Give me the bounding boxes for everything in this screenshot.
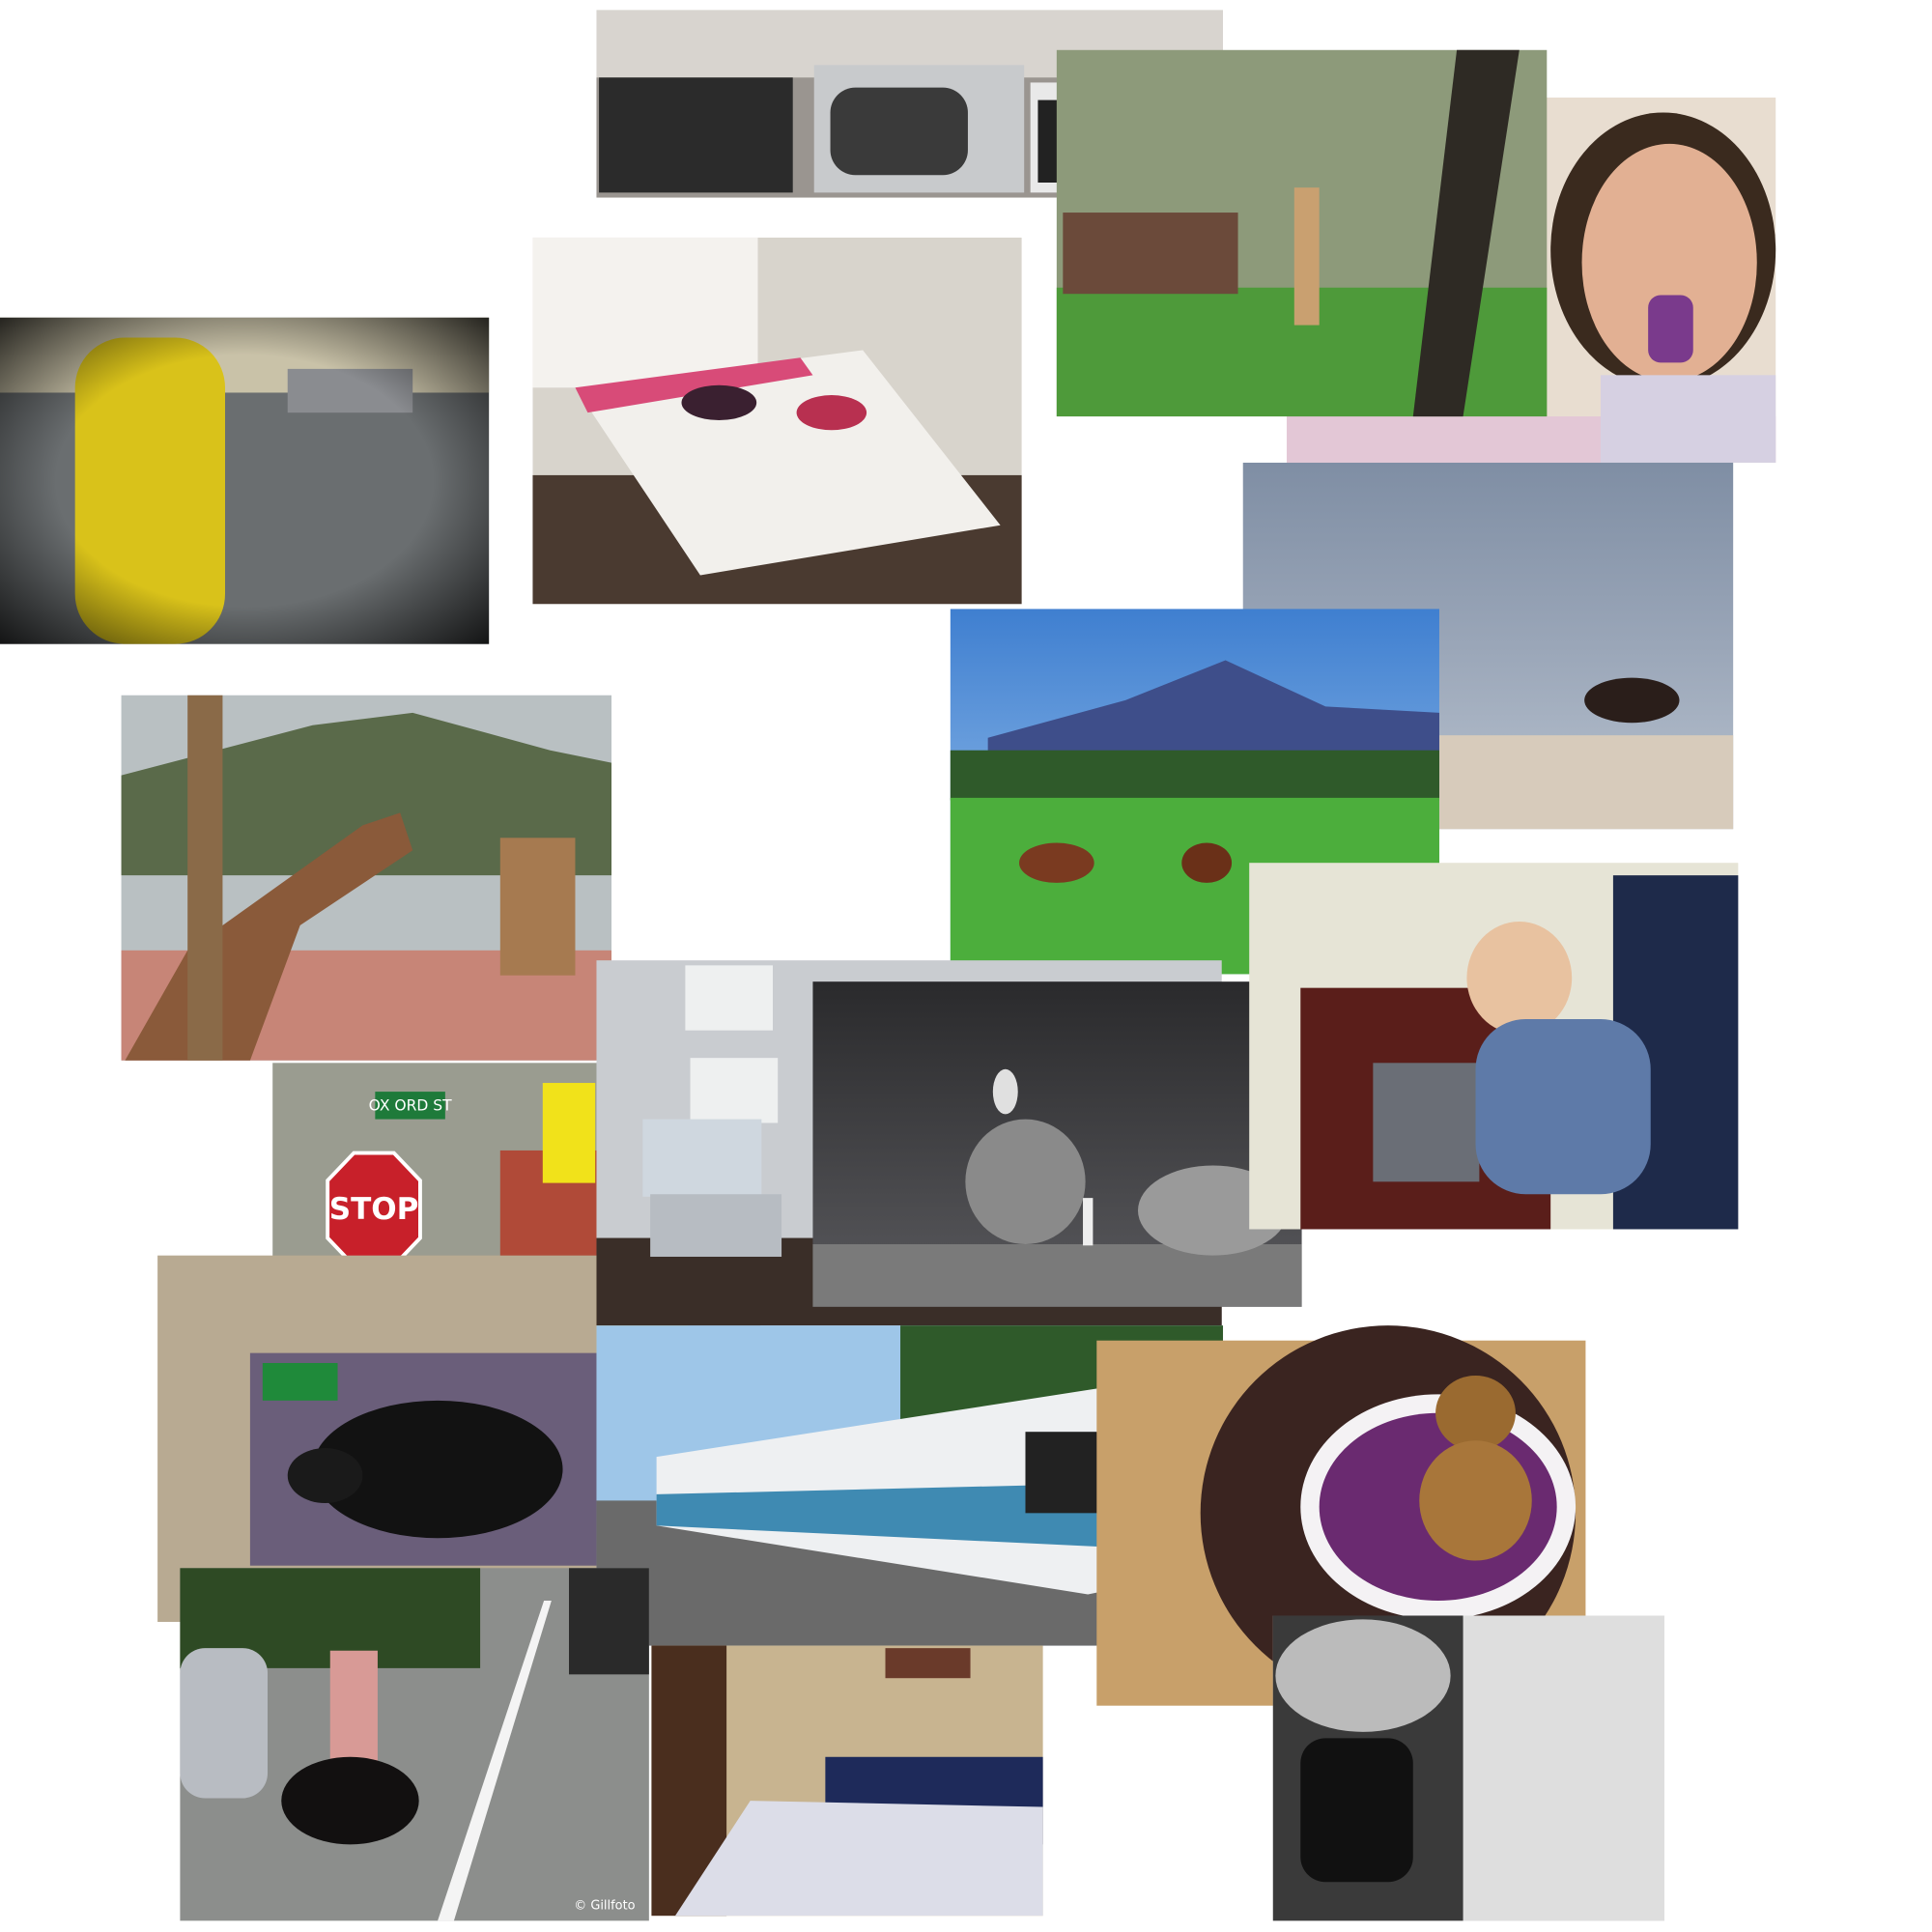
photo-baby <box>1249 863 1739 1230</box>
microwave-door <box>830 87 968 176</box>
face <box>1581 143 1757 382</box>
hill <box>121 712 612 876</box>
dog-head <box>287 1448 363 1503</box>
photo-bedroom <box>532 237 1022 605</box>
road-line <box>438 1600 552 1921</box>
horse <box>1019 842 1094 883</box>
forest <box>950 750 1439 801</box>
certificate <box>685 965 773 1031</box>
laptop-base <box>650 1194 782 1257</box>
bed <box>675 1801 1043 1917</box>
toothbrush <box>1648 295 1693 363</box>
truck <box>1063 213 1238 295</box>
post <box>187 695 223 1061</box>
horse <box>1584 677 1680 724</box>
photo-safari <box>1056 49 1548 417</box>
tree <box>965 1119 1086 1245</box>
street-sign-text: OX ORD ST <box>369 1097 453 1115</box>
horse <box>1181 842 1233 883</box>
photo-credit: © Gillfoto <box>574 1899 635 1914</box>
photo-boots <box>1272 1615 1664 1921</box>
microwave <box>599 77 793 193</box>
photo-kite <box>812 981 1302 1307</box>
boots <box>1300 1738 1413 1883</box>
bus <box>568 1568 649 1675</box>
bear <box>281 1756 419 1845</box>
pillow <box>681 384 757 420</box>
street-sign <box>375 1092 445 1120</box>
teddy-body <box>1419 1440 1532 1561</box>
fridge <box>1463 1615 1664 1921</box>
shirt <box>1600 375 1776 463</box>
kite <box>992 1068 1018 1115</box>
photo-bedroom-two <box>651 1645 1043 1917</box>
window <box>532 237 758 388</box>
photo-giraffes <box>121 695 612 1061</box>
knee <box>1275 1619 1451 1732</box>
car <box>180 1648 269 1799</box>
baby-body <box>1475 1019 1651 1195</box>
giraffe <box>1293 187 1320 326</box>
photo-dog <box>157 1255 597 1622</box>
person <box>1083 1198 1094 1246</box>
keyboard <box>1373 1063 1480 1182</box>
giraffe <box>499 838 576 976</box>
stop-text: STOP <box>329 1192 419 1227</box>
dog <box>312 1400 563 1539</box>
sign <box>542 1083 596 1183</box>
vignette <box>0 317 490 644</box>
person <box>329 1650 378 1764</box>
baby-head <box>1466 922 1573 1035</box>
picture <box>885 1648 971 1679</box>
photo-bear: © Gillfoto <box>180 1568 649 1921</box>
photo-hydrant <box>0 317 490 644</box>
couch-pattern <box>262 1363 338 1401</box>
bed <box>575 350 1001 576</box>
window-frame <box>1412 49 1520 417</box>
blanket <box>575 357 813 413</box>
certificate <box>690 1058 779 1123</box>
laptop-screen <box>642 1119 762 1197</box>
teddy-head <box>1435 1375 1516 1451</box>
pillow <box>796 395 867 431</box>
